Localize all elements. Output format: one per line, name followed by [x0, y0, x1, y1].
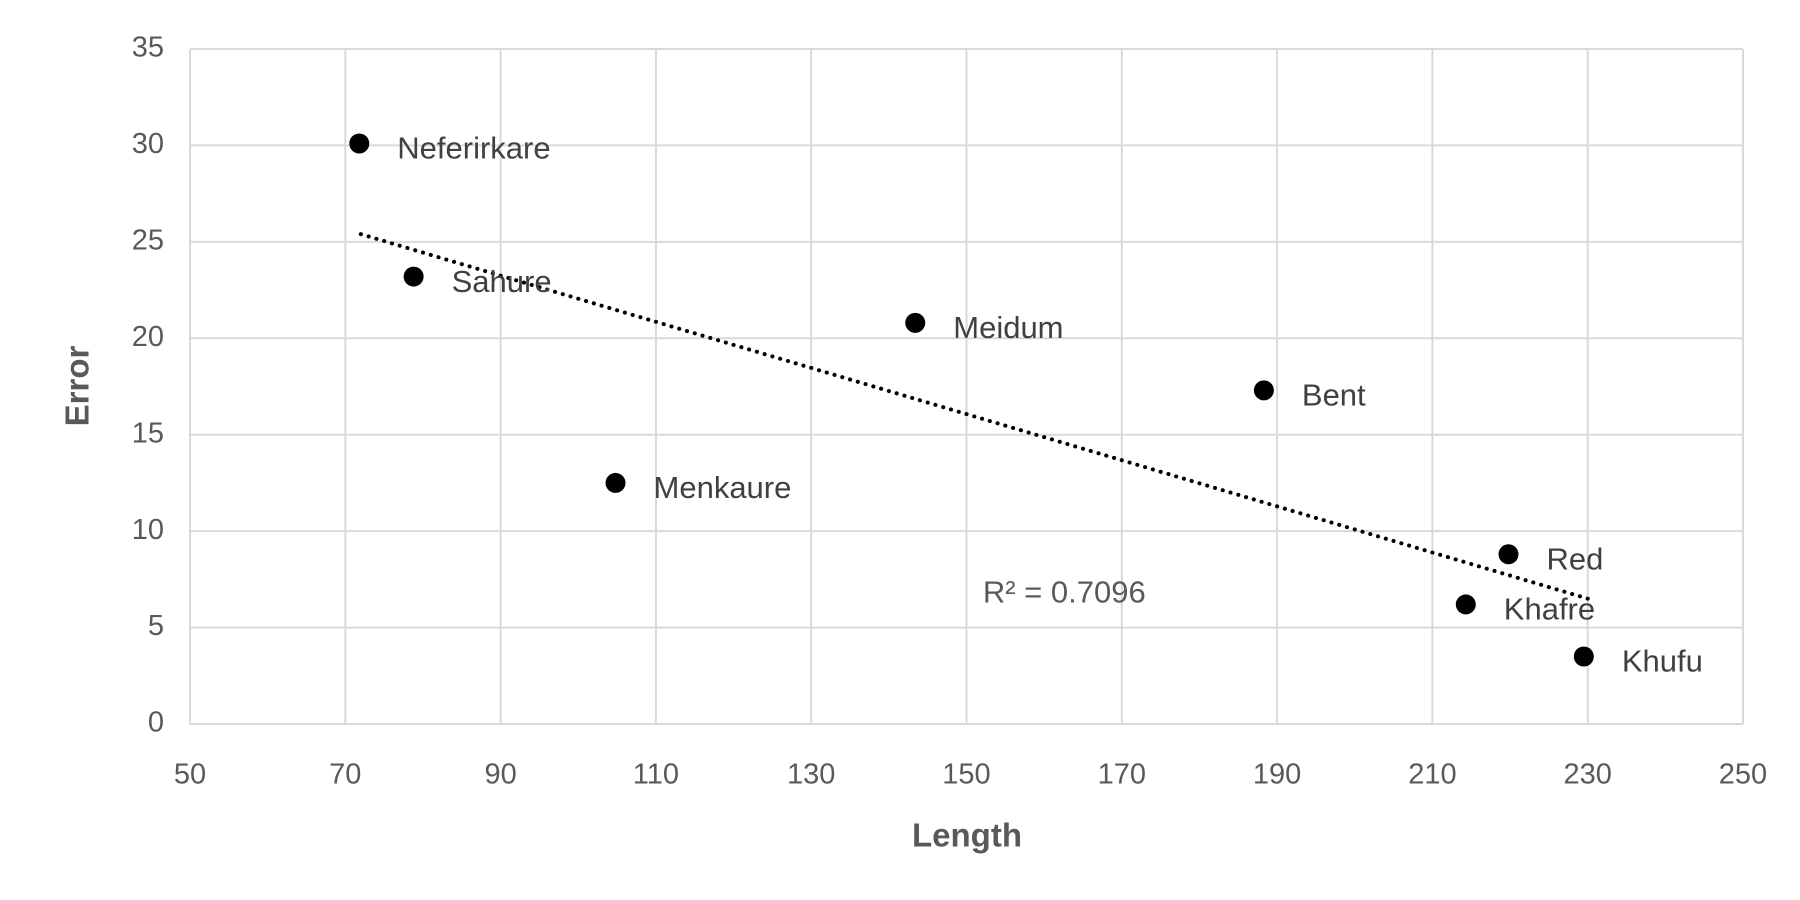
point	[1498, 544, 1519, 565]
y-tick-label: 0	[148, 707, 164, 739]
point	[605, 472, 626, 493]
point-label: Neferirkare	[397, 131, 550, 166]
x-tick-label: 110	[633, 759, 679, 791]
point	[1455, 594, 1476, 615]
point-label: Bent	[1302, 378, 1366, 413]
point	[1253, 380, 1274, 401]
y-tick-label: 15	[132, 417, 164, 449]
y-axis-title: Error	[59, 345, 96, 426]
point-label: Menkaure	[654, 470, 792, 505]
x-tick-label: 50	[174, 759, 206, 791]
x-tick-label: 210	[1408, 759, 1456, 791]
x-tick-label: 250	[1719, 759, 1767, 791]
point-label: Khafre	[1504, 592, 1595, 627]
x-tick-label: 230	[1564, 759, 1612, 791]
point-label: Sahure	[452, 264, 552, 299]
point	[349, 133, 370, 154]
y-tick-label: 35	[132, 32, 164, 64]
y-tick-label: 20	[132, 321, 164, 353]
point	[1573, 646, 1594, 667]
x-tick-label: 130	[787, 759, 835, 791]
x-tick-label: 170	[1098, 759, 1146, 791]
x-tick-label: 90	[484, 759, 516, 791]
y-tick-label: 25	[132, 225, 164, 257]
x-tick-label: 70	[329, 759, 361, 791]
x-tick-label: 190	[1253, 759, 1301, 791]
trendline	[358, 232, 1590, 601]
point-label: Meidum	[953, 310, 1063, 345]
point	[905, 312, 926, 333]
point-label: Khufu	[1622, 644, 1703, 679]
point	[403, 266, 424, 287]
x-axis-title: Length	[912, 817, 1022, 854]
y-tick-label: 5	[148, 610, 164, 642]
x-tick-label: 150	[942, 759, 990, 791]
trendline-label: R² = 0.7096	[983, 575, 1146, 610]
y-tick-label: 10	[132, 514, 164, 546]
y-tick-label: 30	[132, 128, 164, 160]
point-label: Red	[1546, 541, 1603, 576]
